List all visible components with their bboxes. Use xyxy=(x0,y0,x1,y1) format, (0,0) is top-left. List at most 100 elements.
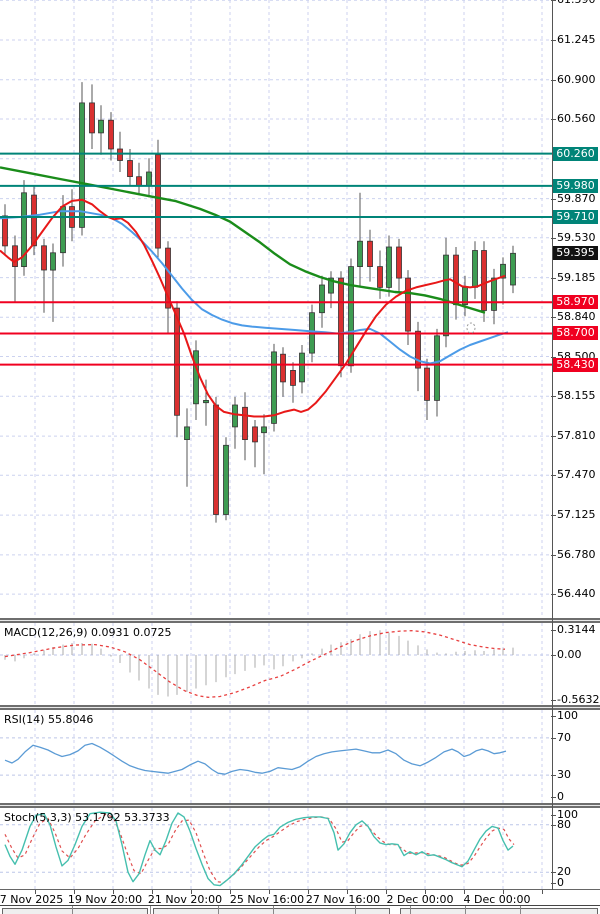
time-axis-label: 25 Nov 16:00 xyxy=(229,893,305,906)
time-axis-tick xyxy=(464,890,465,894)
rsi-indicator-label: RSI(14) 55.8046 xyxy=(4,713,94,726)
bear-candle-body xyxy=(2,215,8,247)
axis-tick xyxy=(551,475,556,476)
macd-histogram xyxy=(4,630,514,697)
axis-tick xyxy=(551,797,556,798)
price-axis-label: 61.245 xyxy=(557,33,596,46)
panel-separator[interactable] xyxy=(0,803,600,808)
axis-tick xyxy=(551,775,556,776)
bear-candle-body xyxy=(377,266,383,288)
price-axis-label: 57.125 xyxy=(557,508,596,521)
bull-candle-body xyxy=(98,119,104,134)
time-axis-tick xyxy=(35,890,36,894)
price-axis-label: 60.560 xyxy=(557,112,596,125)
bull-candle-body xyxy=(261,426,267,434)
rsi-axis-label: 100 xyxy=(557,709,578,722)
axis-tick xyxy=(551,317,556,318)
price-axis-label: 61.590 xyxy=(557,0,599,7)
price-axis-label: 59.870 xyxy=(557,192,596,205)
bear-candle-body xyxy=(415,330,421,369)
price-axis-label: 56.440 xyxy=(557,587,596,600)
bear-candle-body xyxy=(12,245,18,268)
bear-candle-body xyxy=(155,154,161,249)
red-level-badge: 58.430 xyxy=(553,358,598,372)
vertical-gridlines xyxy=(34,623,543,705)
time-axis-tick xyxy=(425,890,426,894)
bear-candle-body xyxy=(242,406,248,440)
time-axis-label: 19 Nov 20:00 xyxy=(67,893,143,906)
cropped-box xyxy=(2,908,148,914)
axis-tick xyxy=(551,238,556,239)
price-axis-label: 59.530 xyxy=(557,231,596,244)
cropped-box xyxy=(153,908,390,914)
bull-candle-body xyxy=(146,171,152,187)
axis-tick xyxy=(551,199,556,200)
panel-separator[interactable] xyxy=(0,618,600,623)
cropped-box xyxy=(400,908,598,914)
price-axis-border[interactable] xyxy=(552,0,553,890)
axis-tick xyxy=(551,716,556,717)
stoch-axis-label: 80 xyxy=(557,818,571,831)
bear-candle-body xyxy=(127,160,133,178)
axis-tick xyxy=(551,436,556,437)
bear-candle-body xyxy=(165,247,171,309)
bull-candle-body xyxy=(472,250,478,288)
price-axis-label: 57.810 xyxy=(557,429,596,442)
bear-candle-body xyxy=(108,119,114,150)
cropped-tick xyxy=(465,906,466,914)
stoch-panel-canvas[interactable] xyxy=(0,808,553,889)
time-axis-tick xyxy=(386,890,387,894)
bull-candle-body xyxy=(510,252,516,286)
time-axis-label: 27 Nov 16:00 xyxy=(305,893,381,906)
moving-averages-layer xyxy=(0,166,509,418)
bear-candle-body xyxy=(31,194,37,247)
bear-candle-body xyxy=(174,307,180,416)
macd-axis-label: 0.3144 xyxy=(557,623,596,636)
cropped-tick xyxy=(520,906,521,914)
macd-signal xyxy=(4,630,506,698)
axis-tick xyxy=(551,80,556,81)
axis-tick xyxy=(551,0,556,1)
axis-tick xyxy=(551,119,556,120)
main-chart-canvas[interactable] xyxy=(0,0,553,618)
macd-panel-canvas[interactable] xyxy=(0,623,553,705)
time-axis-tick xyxy=(542,890,543,894)
axis-tick xyxy=(551,594,556,595)
bear-candle-body xyxy=(481,250,487,311)
axis-tick xyxy=(551,883,556,884)
cropped-tick xyxy=(218,906,219,914)
bear-candle-body xyxy=(41,245,47,271)
bull-candle-body xyxy=(50,252,56,271)
vertical-gridlines xyxy=(34,808,543,889)
ma-green-slow xyxy=(0,166,486,314)
axis-tick xyxy=(551,555,556,556)
rsi-axis-label: 30 xyxy=(557,768,571,781)
bull-candle-body xyxy=(491,277,497,311)
horizontal-gridlines xyxy=(0,0,552,595)
macd-indicator-label: MACD(12,26,9) 0.0931 0.0725 xyxy=(4,626,172,639)
ellipse-annotation xyxy=(466,322,476,334)
rsi-panel-canvas[interactable] xyxy=(0,710,553,803)
axis-tick xyxy=(551,738,556,739)
panel-separator[interactable] xyxy=(0,705,600,710)
horizontal-levels-layer xyxy=(0,152,552,366)
axis-tick xyxy=(551,396,556,397)
bull-candle-body xyxy=(232,404,238,428)
time-axis-tick xyxy=(113,890,114,894)
time-axis-tick xyxy=(308,890,309,894)
axis-tick xyxy=(551,655,556,656)
price-axis-label: 60.900 xyxy=(557,73,596,86)
bear-candle-body xyxy=(405,277,411,332)
bottom-cropped-toolbar-strip xyxy=(0,905,600,914)
axis-tick xyxy=(551,630,556,631)
cropped-tick xyxy=(410,906,411,914)
bull-candle-body xyxy=(79,102,85,228)
time-axis-tick xyxy=(347,890,348,894)
price-axis-label: 57.470 xyxy=(557,468,596,481)
time-axis-tick xyxy=(152,890,153,894)
rsi-axis-label: 70 xyxy=(557,731,571,744)
axis-tick xyxy=(551,515,556,516)
stoch-d-line xyxy=(4,813,515,884)
time-axis-tick xyxy=(191,890,192,894)
axis-tick xyxy=(551,278,556,279)
